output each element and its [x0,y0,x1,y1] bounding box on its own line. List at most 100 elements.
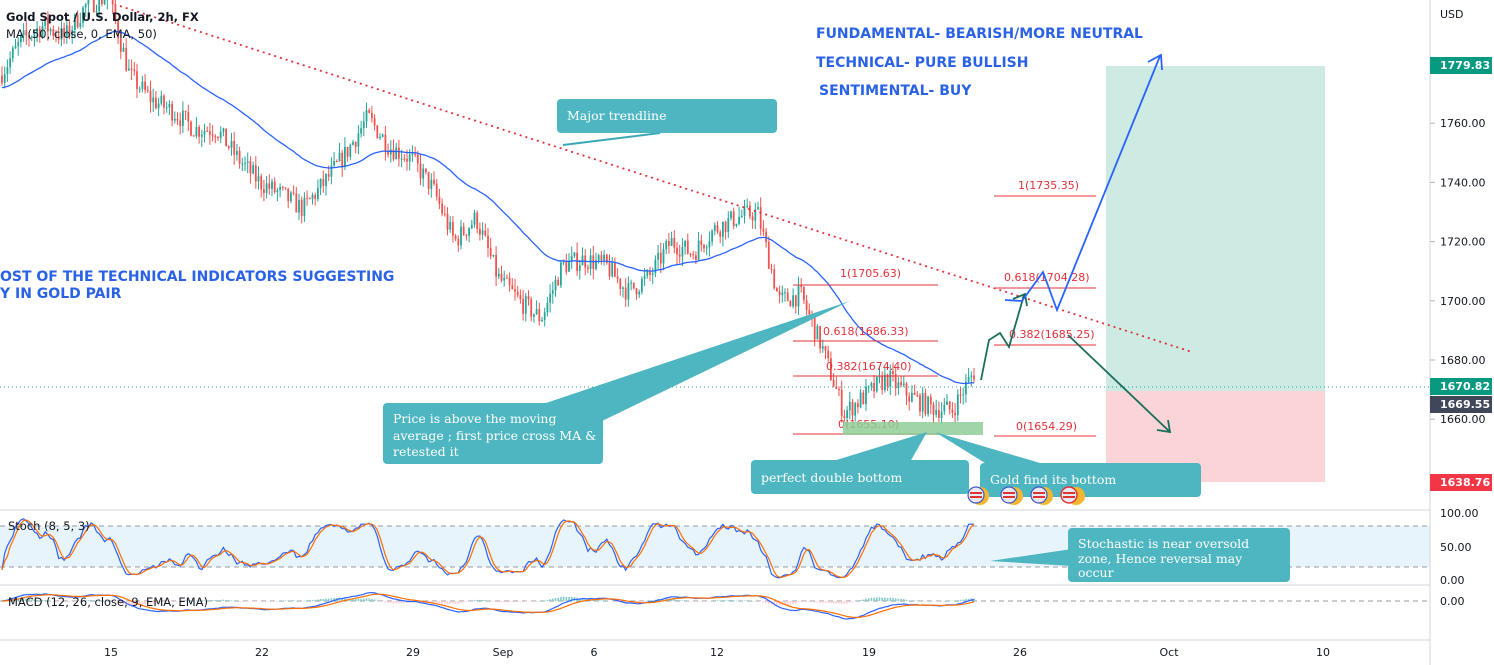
candle-body [821,346,824,349]
macd-bar [811,601,813,602]
macd-bar [95,600,98,602]
candle-body [595,260,597,269]
candle-body [905,383,908,397]
candle-body [117,21,119,39]
macd-bar [457,601,460,604]
time-axis[interactable]: 15 22 29 Sep 6 12 19 26 Oct 10 [104,646,1330,659]
macd-bar [649,600,651,601]
candle-body [481,230,484,235]
price-axis[interactable]: USD 1760.00 1740.00 1720.00 1700.00 1680.00 16… [1430,8,1486,608]
macd-bar [827,601,829,603]
candle-body [848,401,851,411]
candle-body [403,158,406,160]
us-flag-icon[interactable] [1060,486,1078,504]
candle-body [298,199,300,213]
macd-bar [271,601,273,602]
macd-bar [44,600,46,601]
macd-bar [395,601,397,604]
macd-bar [176,601,179,602]
macd-bar [338,597,341,601]
candle-body [870,383,873,387]
candle-body [65,25,68,37]
candle-body [522,298,524,314]
symbol-title[interactable]: Gold Spot / U.S. Dollar, 2h, FX [6,10,199,24]
candle-body [263,189,265,193]
candle-body [959,394,962,396]
callout-price-above-ma[interactable]: Price is above the moving average ; firs… [383,301,850,464]
candle-body [935,409,938,415]
macd-bar [854,601,856,602]
candle-body [865,386,867,405]
candle-body [387,151,389,155]
macd-bar [525,601,527,602]
macd-bar [735,600,738,602]
candle-body [497,273,500,277]
macd-bar [373,599,376,601]
us-flag-icon[interactable] [1000,486,1018,504]
candle-body [713,225,716,231]
candle-body [71,29,74,36]
candle-body [803,286,805,301]
candle-body [55,35,57,37]
candle-body [659,252,662,264]
callout-stochastic[interactable]: Stochastic is near oversold zone, Hence … [990,528,1290,582]
candle-body [794,295,797,307]
macd-bar [163,601,165,603]
ma-legend[interactable]: MA (50, close, 0, EMA, 50) [6,27,157,41]
candle-body [406,158,408,162]
candle-body [238,150,241,164]
candle-body [581,255,584,266]
candle-body [657,252,659,260]
macd-bar [495,601,497,602]
macd-bar [684,600,686,601]
macd-bar [446,601,449,605]
us-flag-icon[interactable] [1030,486,1048,504]
macd-bar [643,601,646,602]
macd-legend[interactable]: MACD (12, 26, close, 9, EMA, EMA) [8,595,208,609]
candle-body [554,279,557,291]
candle-body [395,147,398,160]
macd-bar [816,601,819,603]
macd-bar [111,601,114,602]
macd-bar [71,601,73,602]
macd-bar [651,600,654,601]
candle-body [241,163,244,165]
macd-bar [522,601,524,603]
candle-body [57,35,60,40]
candle-body [95,11,98,13]
economic-events[interactable] [967,486,1085,505]
price-tag-stop-bg [1430,474,1492,491]
macd-bar [843,601,846,605]
macd-bar [930,600,932,602]
stoch-legend[interactable]: Stoch (8, 5, 3) [8,519,90,533]
candle-body [735,223,738,226]
candle-body [20,35,22,43]
macd-bar [938,601,940,602]
macd-bar [344,598,346,601]
callout-major-trendline[interactable]: Major trendline [557,99,777,146]
candle-body [187,112,190,122]
macd-bar [557,597,559,601]
macd-bar [174,601,176,602]
callout-double-bottom[interactable]: perfect double bottom [751,432,969,494]
us-flag-icon[interactable] [967,486,985,504]
macd-bar [357,598,360,601]
macd-bar [120,601,122,605]
macd-bar [738,600,740,602]
candle-body [416,154,419,164]
macd-bar [538,601,541,602]
macd-bar [867,598,870,601]
candle-body [419,163,422,179]
x-tick-label: 26 [1013,646,1027,659]
candle-body [176,118,179,121]
candle-body [373,118,376,126]
candle-body [479,228,481,235]
price-tag-stop: 1638.76 [1430,474,1492,491]
macd-bar [765,601,767,603]
moving-average-line [1,30,975,385]
macd-bar [406,601,408,604]
macd-bar [900,599,902,601]
candle-body [643,275,646,279]
macd-bar [687,600,689,602]
